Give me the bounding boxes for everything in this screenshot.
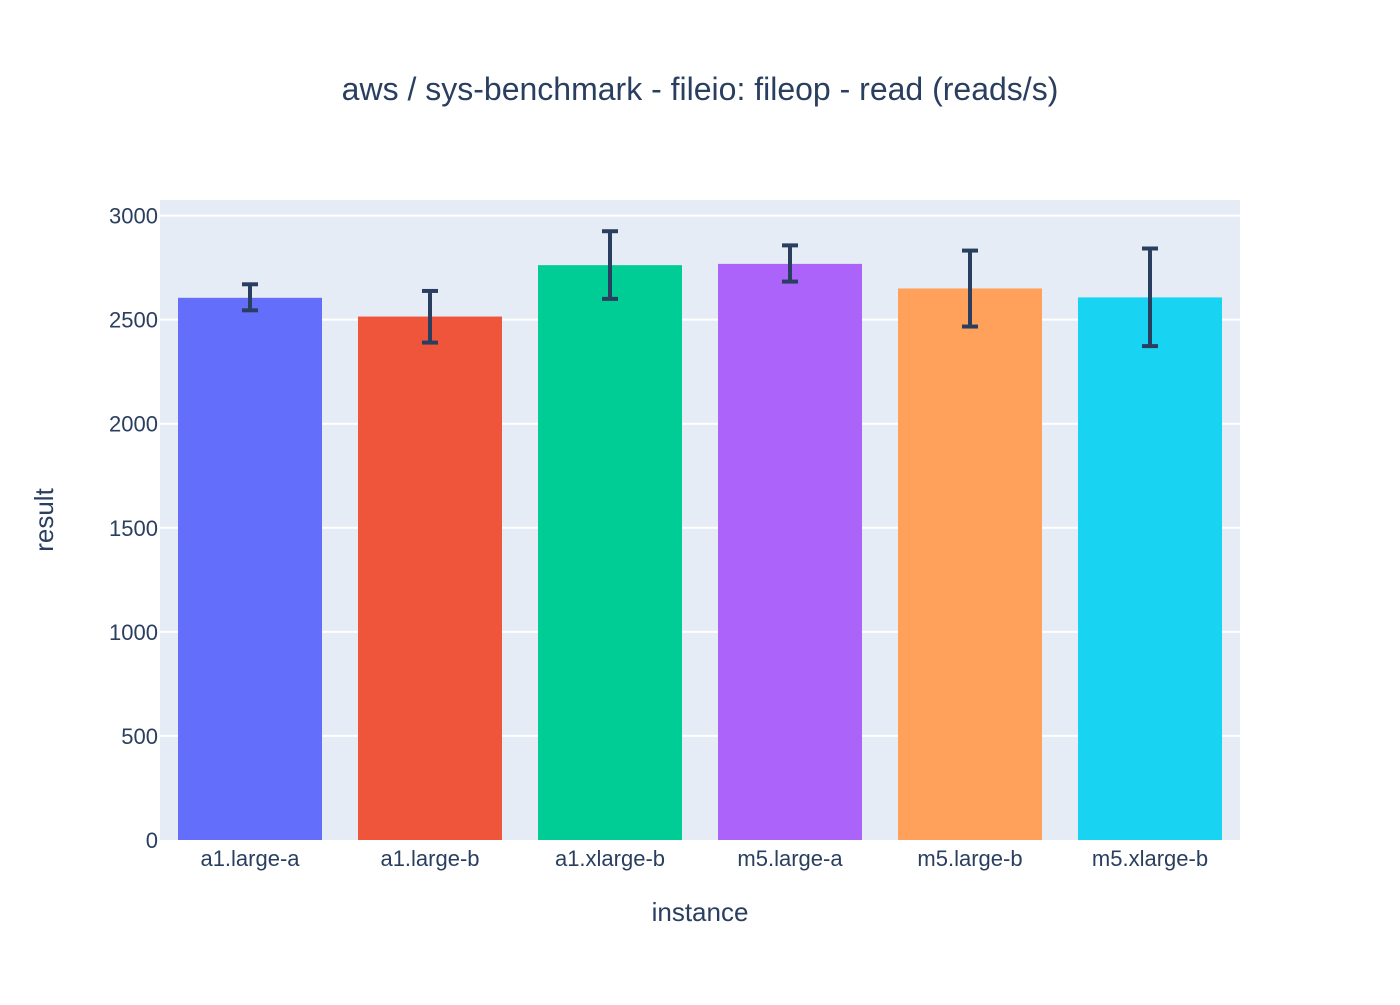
chart-title: aws / sys-benchmark - fileio: fileop - r…	[342, 71, 1059, 107]
y-tick-label: 1000	[109, 620, 158, 645]
error-bar-a1.large-a	[242, 282, 258, 313]
error-bar-m5.xlarge-b	[1142, 246, 1158, 349]
x-tick-label: m5.large-a	[737, 846, 843, 871]
x-tick-labels: a1.large-a a1.large-b a1.xlarge-b m5.large-…	[200, 846, 1208, 871]
bar-a1.large-b[interactable]	[358, 316, 502, 840]
bar-a1.large-a[interactable]	[178, 297, 322, 840]
y-tick-labels: 0 500 1000 1500 2000 2500 3000	[109, 204, 158, 853]
error-bars	[242, 229, 1158, 349]
error-bar-a1.xlarge-b	[602, 229, 618, 301]
x-tick-label: a1.large-a	[200, 846, 300, 871]
y-axis-title: result	[29, 487, 59, 551]
y-tick-label: 3000	[109, 204, 158, 229]
plot-area	[160, 200, 1240, 840]
x-tick-label: m5.large-b	[917, 846, 1022, 871]
error-bar-a1.large-b	[422, 288, 438, 345]
bars	[178, 263, 1222, 840]
error-bar-m5.large-b	[962, 248, 978, 329]
error-bar-m5.large-a	[782, 243, 798, 284]
y-tick-label: 2000	[109, 412, 158, 437]
bar-m5.xlarge-b[interactable]	[1078, 297, 1222, 840]
x-tick-label: a1.large-b	[380, 846, 479, 871]
y-tick-label: 2500	[109, 308, 158, 333]
x-tick-label: m5.xlarge-b	[1092, 846, 1208, 871]
bar-a1.xlarge-b[interactable]	[538, 265, 682, 840]
y-tick-label: 1500	[109, 516, 158, 541]
bar-m5.large-a[interactable]	[718, 263, 862, 840]
gridlines	[160, 214, 1240, 737]
y-tick-label: 500	[121, 724, 158, 749]
bar-m5.large-b[interactable]	[898, 288, 1042, 840]
y-tick-label: 0	[146, 828, 158, 853]
x-tick-label: a1.xlarge-b	[555, 846, 665, 871]
x-axis-title: instance	[652, 897, 749, 927]
